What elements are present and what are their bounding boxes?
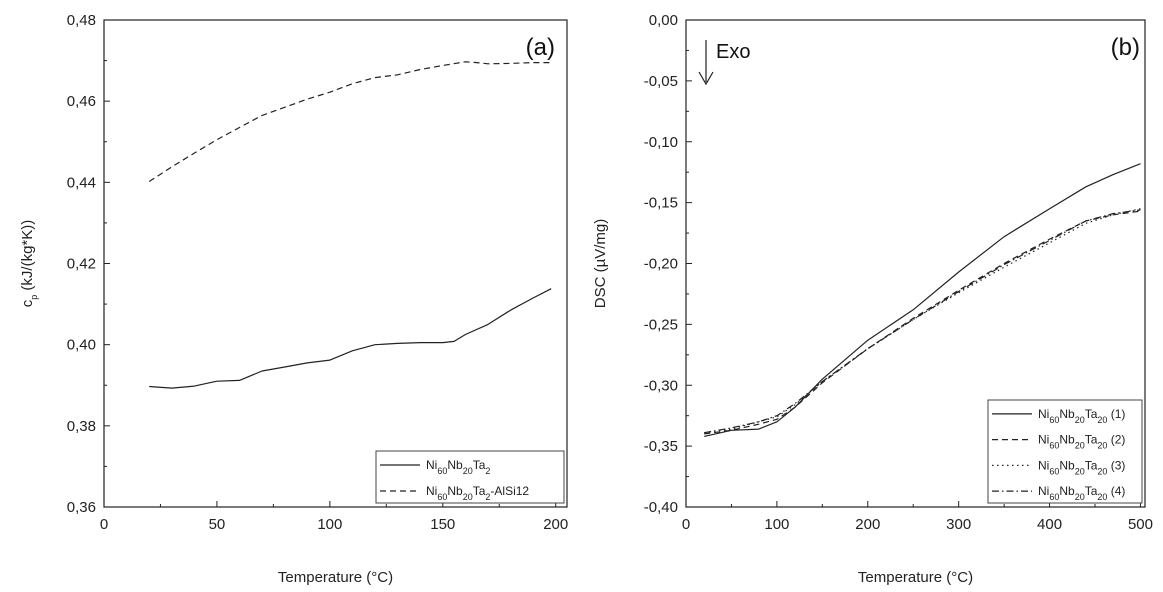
legend-text: Ta <box>1085 407 1098 421</box>
legend-sub: 20 <box>1075 441 1085 451</box>
y-axis-label-main: c <box>19 299 36 307</box>
legend-sub: 20 <box>1097 492 1107 502</box>
legend-entry: Ni60Nb20Ta2 <box>426 458 490 476</box>
series-line-3 <box>704 208 1141 434</box>
legend-text: Ta <box>473 484 486 498</box>
legend-text: Ta <box>473 458 486 472</box>
x-tick-label: 400 <box>1037 516 1062 533</box>
y-tick-label: 0,00 <box>649 12 678 29</box>
x-axis-label: Temperature (°C) <box>858 569 973 586</box>
exo-annotation: Exo <box>716 41 750 63</box>
legend-text: Ni <box>1038 407 1049 421</box>
legend-sub: 20 <box>1075 415 1085 425</box>
legend-sub: 20 <box>1097 441 1107 451</box>
x-tick-label: 500 <box>1128 516 1153 533</box>
y-tick-label: 0,38 <box>67 418 96 435</box>
panel-b-chart: 0 100 200 300 400 500 -0,40 -0,35 -0,30 -0,25 -0,2… <box>592 12 1153 586</box>
legend-text: (2) <box>1107 433 1125 447</box>
legend-sub: 2 <box>485 492 490 502</box>
legend-sub: 60 <box>1049 441 1059 451</box>
legend-sub: 60 <box>437 466 447 476</box>
panel-a-chart: 0 50 100 150 200 0,36 0,38 0,40 0,42 0,44 0,46 0,48… <box>19 12 568 586</box>
legend-entry: Ni60Nb20Ta20 (3) <box>1038 458 1125 476</box>
legend-text: Nb <box>1059 484 1075 498</box>
legend-text: (4) <box>1107 484 1125 498</box>
legend-sub: 20 <box>1097 466 1107 476</box>
plot-frame <box>103 19 568 508</box>
legend-text: Nb <box>1059 407 1075 421</box>
y-axis-label-sub: p <box>29 295 39 300</box>
y-tick-label: 0,42 <box>67 256 96 273</box>
legend-sub: 20 <box>463 492 473 502</box>
legend: Ni60Nb20Ta20 (1)Ni60Nb20Ta20 (2)Ni60Nb20… <box>987 399 1143 504</box>
legend-text: Nb <box>1059 458 1075 472</box>
x-tick-label: 0 <box>682 516 690 533</box>
legend-text: Ni <box>1038 484 1049 498</box>
y-axis-label-rest: (kJ/(kg*K)) <box>19 220 36 295</box>
x-tick-label: 300 <box>946 516 971 533</box>
legend-text: Nb <box>447 458 463 472</box>
legend-entry: Ni60Nb20Ta2-AlSi12 <box>426 484 529 502</box>
series-line-4 <box>704 209 1141 434</box>
y-tick-label: -0,20 <box>644 256 678 273</box>
series-line-1 <box>704 163 1141 437</box>
y-tick-label: -0,10 <box>644 134 678 151</box>
legend-box <box>987 399 1143 504</box>
legend-sub: 20 <box>463 466 473 476</box>
legend-entry: Ni60Nb20Ta20 (4) <box>1038 484 1125 502</box>
legend-text: Ni <box>426 484 437 498</box>
y-axis-label: cp (kJ/(kg*K)) <box>19 220 39 308</box>
legend-sub: 60 <box>1049 466 1059 476</box>
y-tick-label: -0,30 <box>644 377 678 394</box>
legend-entry: Ni60Nb20Ta20 (2) <box>1038 433 1125 451</box>
legend-text: Ta <box>1085 484 1098 498</box>
legend-entry: Ni60Nb20Ta20 (1) <box>1038 407 1125 425</box>
legend-box <box>375 450 565 504</box>
x-tick-label: 200 <box>543 516 568 533</box>
legend-sub: 20 <box>1075 466 1085 476</box>
legend-text: (3) <box>1107 458 1125 472</box>
series-line-2 <box>148 61 552 183</box>
y-axis-label: DSC (µV/mg) <box>592 219 609 308</box>
legend-text: -AlSi12 <box>490 484 529 498</box>
series-line-1 <box>149 288 552 389</box>
y-tick-label: -0,35 <box>644 438 678 455</box>
legend-sub: 20 <box>1097 415 1107 425</box>
panel-label: (a) <box>526 34 555 61</box>
legend-sub: 60 <box>1049 415 1059 425</box>
y-tick-label: -0,05 <box>644 73 678 90</box>
x-tick-label: 100 <box>317 516 342 533</box>
exo-arrow-icon <box>698 71 714 86</box>
y-tick-label: -0,40 <box>644 499 678 516</box>
x-tick-label: 100 <box>764 516 789 533</box>
legend-text: Ta <box>1085 433 1098 447</box>
legend-text: Nb <box>447 484 463 498</box>
legend-sub: 60 <box>1049 492 1059 502</box>
y-tick-label: 0,40 <box>67 337 96 354</box>
y-tick-label: 0,48 <box>67 12 96 29</box>
y-tick-label: 0,44 <box>67 174 96 191</box>
x-axis-label: Temperature (°C) <box>278 569 393 586</box>
legend-sub: 60 <box>437 492 447 502</box>
panel-label: (b) <box>1111 34 1140 61</box>
legend-text: Ni <box>426 458 437 472</box>
y-tick-label: -0,25 <box>644 316 678 333</box>
series-line-2 <box>704 210 1141 435</box>
legend-text: Ni <box>1038 458 1049 472</box>
y-tick-label: 0,46 <box>67 93 96 110</box>
y-tick-label: 0,36 <box>67 499 96 516</box>
x-tick-label: 0 <box>100 516 108 533</box>
legend-text: Nb <box>1059 433 1075 447</box>
legend-sub: 20 <box>1075 492 1085 502</box>
legend-text: Ni <box>1038 433 1049 447</box>
y-tick-label: -0,15 <box>644 195 678 212</box>
legend-sub: 2 <box>485 466 490 476</box>
x-tick-label: 200 <box>855 516 880 533</box>
legend-text: (1) <box>1107 407 1125 421</box>
x-tick-label: 50 <box>209 516 226 533</box>
x-tick-label: 150 <box>430 516 455 533</box>
legend-text: Ta <box>1085 458 1098 472</box>
